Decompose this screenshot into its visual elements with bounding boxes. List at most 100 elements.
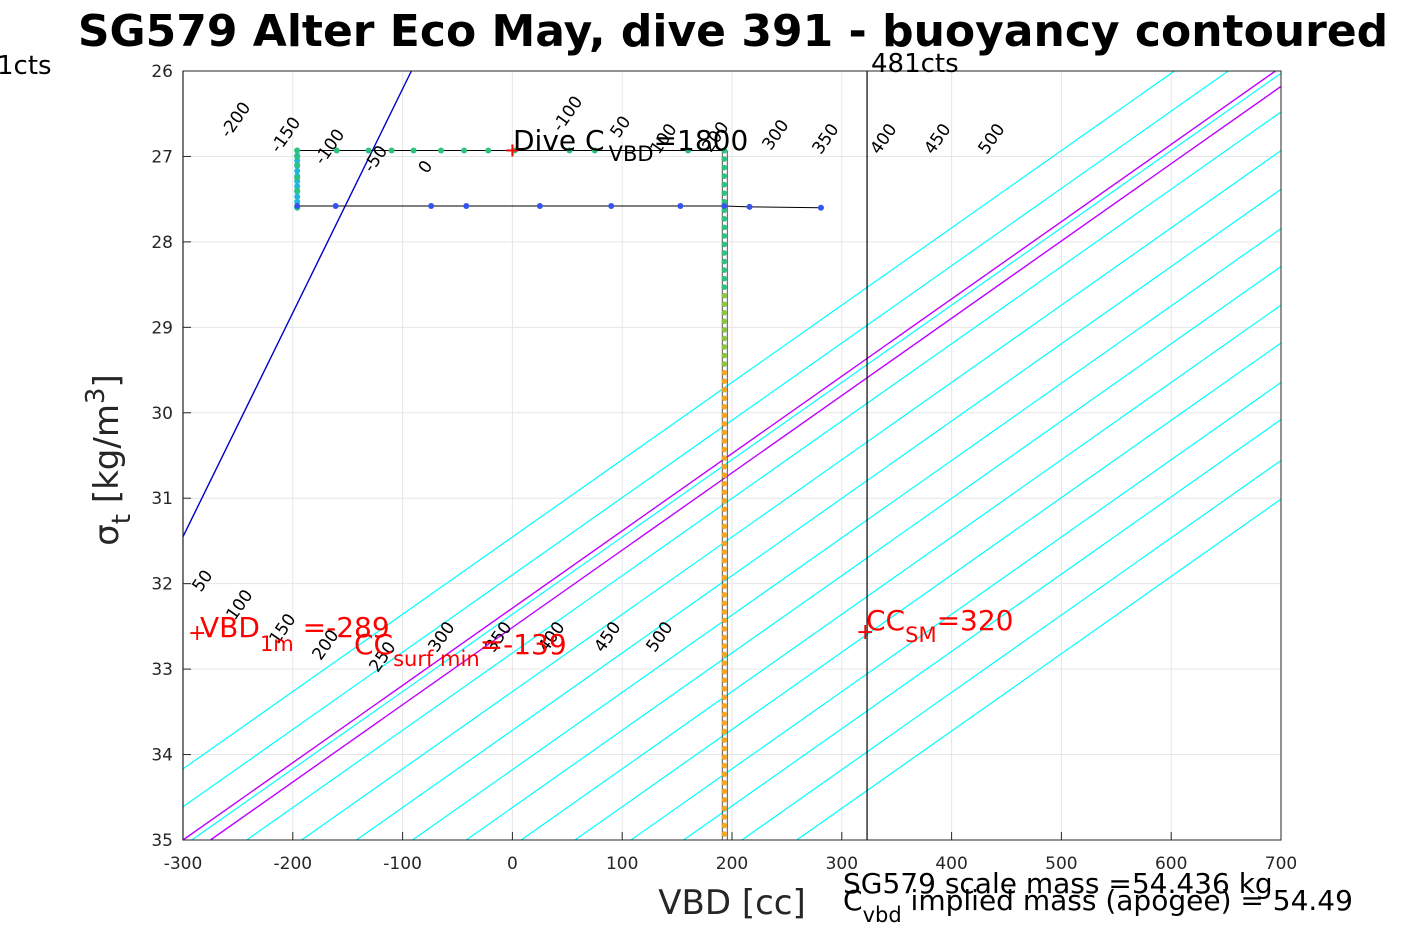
- data-point-vertical: [721, 540, 728, 547]
- data-point-upper: [294, 147, 301, 154]
- data-point-left-column: [294, 157, 301, 164]
- data-point-upper: [461, 147, 468, 154]
- vbd-1m-annotation: + VBD1m =-289: [188, 611, 390, 656]
- contour-label-upper: -100: [311, 126, 350, 169]
- data-point-lower: [721, 203, 728, 210]
- data-point-vertical: [721, 335, 728, 342]
- data-point-vertical: [721, 532, 728, 538]
- data-point-vertical: [721, 395, 728, 402]
- contour-line-cyan: [356, 92, 1417, 841]
- data-point-left-column: [294, 167, 301, 174]
- contour-line-blue: [182, 70, 413, 537]
- y-tick-label: 26: [151, 62, 173, 82]
- data-point-vertical: [721, 250, 728, 256]
- y-tick-label: 27: [151, 147, 173, 167]
- data-point-vertical: [721, 668, 728, 675]
- data-point-vertical: [721, 216, 728, 222]
- contour-line-cyan: [683, 323, 1417, 841]
- y-tick-label: 31: [151, 489, 173, 509]
- data-point-vertical: [721, 737, 728, 743]
- data-point-vertical: [721, 258, 728, 265]
- contour-label-lower: 50: [189, 567, 218, 596]
- contour-line-cyan: [465, 170, 1417, 841]
- y-tick-label: 32: [151, 575, 173, 595]
- data-point-vertical: [721, 677, 728, 684]
- data-point-vertical: [721, 344, 728, 350]
- data-point-vertical: [721, 609, 728, 615]
- contour-label-upper: 350: [808, 120, 843, 158]
- data-point-vertical: [721, 685, 728, 692]
- contour-label-upper: 300: [758, 116, 793, 154]
- contour-line-cyan: [191, 70, 1285, 841]
- contour-label-lower: 450: [590, 618, 625, 656]
- x-tick-label: -200: [274, 854, 313, 874]
- contour-label-upper: -50: [360, 142, 392, 176]
- data-point-vertical: [721, 694, 728, 701]
- x-tick-label: -100: [383, 854, 422, 874]
- vbd-line-label-left: 1cts: [0, 51, 52, 81]
- data-point-lower: [536, 203, 543, 210]
- data-point-vertical: [721, 173, 728, 179]
- scale-mass-label: SG579 scale mass =54.436 kg: [843, 867, 1273, 900]
- vbd-line-label-right: 481cts: [871, 49, 959, 79]
- mask-left: [0, 0, 183, 945]
- data-point-vertical: [721, 660, 728, 666]
- y-tick-label: 28: [151, 233, 173, 253]
- data-point-vertical: [721, 651, 728, 658]
- data-point-vertical: [721, 310, 728, 316]
- contour-line-magenta: [210, 70, 1304, 841]
- x-tick-label: 400: [935, 854, 967, 874]
- x-tick-label: 600: [1155, 854, 1187, 874]
- svg-text:CCSM=320: CCSM=320: [866, 604, 1013, 647]
- x-tick-label: 700: [1265, 854, 1297, 874]
- data-point-vertical: [721, 241, 728, 248]
- contour-label-lower: 500: [642, 618, 677, 656]
- chart-title: SG579 Alter Eco May, dive 391 - buoyancy…: [78, 6, 1388, 57]
- data-series: [182, 71, 868, 840]
- data-point-vertical: [721, 292, 728, 299]
- data-point-vertical: [721, 600, 728, 607]
- data-point-vertical: [721, 275, 728, 282]
- data-point-vertical: [721, 156, 728, 162]
- data-point-vertical: [721, 549, 728, 555]
- contour-line-cyan: [520, 208, 1417, 841]
- x-tick-label: 200: [716, 854, 748, 874]
- data-point-vertical: [721, 574, 728, 581]
- data-point-vertical: [721, 831, 728, 837]
- mask-top: [0, 0, 1417, 71]
- contour-line-cyan: [412, 132, 1417, 841]
- data-point-lower: [428, 203, 435, 210]
- data-point-vertical: [721, 814, 728, 820]
- data-point-lower: [608, 203, 615, 210]
- data-point-upper: [591, 147, 598, 154]
- data-point-vertical: [721, 327, 728, 333]
- y-tick-label: 34: [151, 746, 173, 766]
- data-point-vertical: [721, 224, 728, 231]
- contour-label-upper: 0: [415, 157, 438, 177]
- data-point-vertical: [721, 446, 728, 453]
- x-tick-label: -300: [164, 854, 203, 874]
- contour-line-cyan: [574, 246, 1417, 841]
- data-point-vertical: [721, 378, 728, 384]
- data-point-vertical: [721, 318, 728, 325]
- data-point-vertical: [721, 190, 728, 196]
- data-point-upper: [410, 147, 417, 154]
- data-point-vertical: [721, 822, 728, 829]
- contour-label-upper: -200: [217, 99, 256, 142]
- contour-line-cyan: [630, 285, 1417, 841]
- data-point-vertical: [721, 386, 728, 393]
- data-point-vertical: [721, 703, 728, 709]
- svg-text:VBD1m =-289: VBD1m =-289: [200, 611, 390, 656]
- data-point-vertical: [721, 284, 728, 290]
- data-point-vertical: [721, 754, 728, 760]
- data-point-upper: [566, 147, 573, 154]
- data-point-vertical: [721, 198, 728, 205]
- contour-label-upper: 400: [866, 120, 901, 158]
- cc-sm-annotation: + CCSM=320: [856, 604, 1013, 647]
- contour-label-upper: 50: [607, 113, 636, 142]
- data-point-upper: [388, 147, 395, 154]
- contour-label-upper: 500: [974, 120, 1009, 158]
- data-point-upper: [438, 147, 445, 154]
